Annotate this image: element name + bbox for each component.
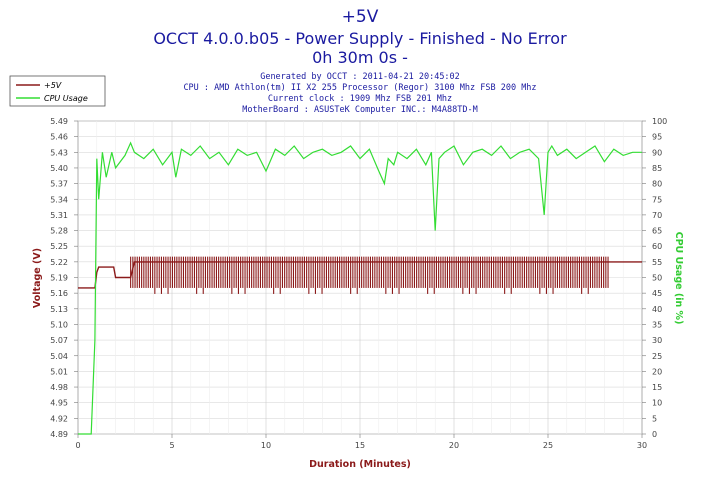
y-tick-label-left: 4.95 <box>50 399 68 408</box>
series-lines <box>78 141 642 435</box>
legend-label-voltage: +5V <box>44 81 62 90</box>
legend-box <box>9 75 106 107</box>
y-tick-label-right: 95 <box>652 133 662 142</box>
y-tick-label-right: 85 <box>652 164 662 173</box>
y-ticks-left: 5.49 5.46 5.43 5.40 5.37 5.34 5.31 5.28 5.25 5.22… <box>50 117 78 439</box>
y-tick-label-right: 60 <box>652 242 662 251</box>
x-ticks: 0 5 10 15 20 25 30 <box>75 434 647 450</box>
x-tick-label: 5 <box>169 441 174 450</box>
chart-title: +5V <box>342 7 379 27</box>
y-tick-label-left: 4.89 <box>50 430 68 439</box>
y-ticks-right: 1009590858075706560555045403530252015105… <box>642 117 667 439</box>
y-tick-label-right: 70 <box>652 211 662 220</box>
y-tick-label-right: 50 <box>652 274 662 283</box>
y-tick-label-right: 30 <box>652 336 662 345</box>
y-tick-label-left: 5.37 <box>50 180 68 189</box>
x-tick-label: 20 <box>449 441 459 450</box>
y-tick-label-left: 5.04 <box>50 352 68 361</box>
chart-subtitle: OCCT 4.0.0.b05 - Power Supply - Finished… <box>153 29 567 48</box>
chart-duration: 0h 30m 0s - <box>312 48 408 67</box>
legend: +5V CPU Usage <box>9 75 106 107</box>
y-tick-label-right: 100 <box>652 117 667 126</box>
y-tick-label-right: 5 <box>652 414 657 423</box>
y-tick-label-right: 10 <box>652 399 662 408</box>
y-tick-label-right: 35 <box>652 320 662 329</box>
y-tick-label-left: 5.07 <box>50 336 68 345</box>
x-tick-label: 15 <box>355 441 365 450</box>
y-tick-label-left: 5.22 <box>50 258 68 267</box>
y-tick-label-right: 0 <box>652 430 657 439</box>
y-tick-label-right: 90 <box>652 148 662 157</box>
y-tick-label-left: 5.43 <box>50 148 68 157</box>
y-tick-label-left: 4.92 <box>50 414 68 423</box>
y-axis-label-right: CPU Usage (in %) <box>673 232 684 325</box>
y-tick-label-left: 5.01 <box>50 367 68 376</box>
y-tick-label-left: 5.19 <box>50 274 68 283</box>
y-tick-label-right: 40 <box>652 305 662 314</box>
series-line-cpu <box>78 141 642 435</box>
y-tick-label-right: 75 <box>652 195 662 204</box>
y-tick-label-right: 55 <box>652 258 662 267</box>
y-axis-label-left: Voltage (V) <box>32 248 43 308</box>
y-tick-label-left: 5.34 <box>50 195 68 204</box>
x-tick-label: 25 <box>543 441 553 450</box>
x-tick-label: 10 <box>261 441 271 450</box>
legend-label-cpu: CPU Usage <box>44 94 88 103</box>
x-axis-label: Duration (Minutes) <box>309 459 411 470</box>
info-line-clock: Current clock : 1909 Mhz FSB 201 Mhz <box>268 94 452 104</box>
y-tick-label-right: 65 <box>652 227 662 236</box>
x-tick-label: 0 <box>75 441 80 450</box>
info-line-cpu: CPU : AMD Athlon(tm) II X2 255 Processor… <box>183 83 536 93</box>
y-tick-label-left: 4.98 <box>50 383 68 392</box>
y-tick-label-right: 25 <box>652 352 662 361</box>
y-tick-label-left: 5.13 <box>50 305 68 314</box>
y-tick-label-right: 45 <box>652 289 662 298</box>
y-tick-label-left: 5.40 <box>50 164 68 173</box>
x-tick-label: 30 <box>637 441 647 450</box>
y-tick-label-left: 5.16 <box>50 289 68 298</box>
y-tick-label-left: 5.25 <box>50 242 68 251</box>
y-tick-label-right: 20 <box>652 367 662 376</box>
info-line-motherboard: MotherBoard : ASUSTeK Computer INC.: M4A… <box>242 105 477 115</box>
y-tick-label-left: 5.28 <box>50 227 68 236</box>
y-tick-label-left: 5.49 <box>50 117 68 126</box>
y-tick-label-left: 5.10 <box>50 320 68 329</box>
y-tick-label-left: 5.46 <box>50 133 68 142</box>
info-line-generated: Generated by OCCT : 2011-04-21 20:45:02 <box>260 72 460 82</box>
y-tick-label-right: 80 <box>652 180 662 189</box>
y-tick-label-right: 15 <box>652 383 662 392</box>
y-tick-label-left: 5.31 <box>50 211 68 220</box>
